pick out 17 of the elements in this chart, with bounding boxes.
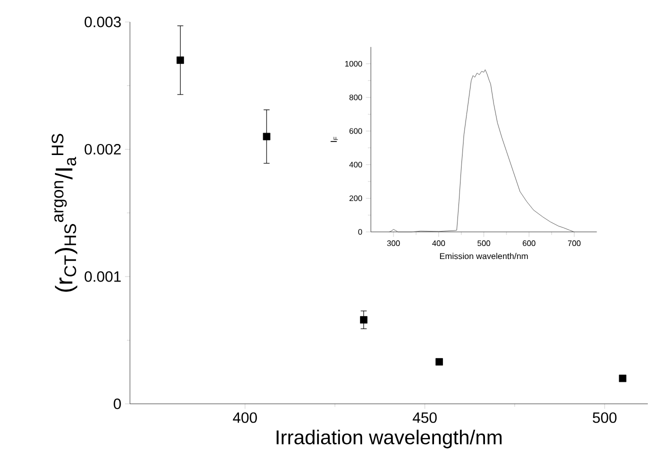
y-tick-label: 0.003 (84, 16, 121, 28)
point (262, 132, 270, 140)
x-tick-label: 400 (232, 412, 257, 423)
point (176, 56, 184, 64)
x-axis-title: Irradiation wavelength/nm (276, 430, 502, 448)
line-series (388, 69, 574, 232)
point (360, 316, 368, 324)
y-axis-title: (r$_{CT}$)$_{HS}$$^{argon}$/I$_{a}$HS (52, 134, 78, 292)
y-tick-label: 0.001 (84, 271, 121, 282)
y-axis-title: I$_{F}$ (330, 136, 338, 142)
y-tick-label: 0 (114, 398, 121, 410)
x-tick-label: 450 (412, 412, 437, 423)
x-tick-label: 500 (592, 412, 617, 423)
point (618, 374, 626, 382)
y-tick-label: 0.002 (84, 144, 121, 155)
point (436, 358, 443, 366)
x-axis-title: Emission wavelenth/nm (440, 252, 528, 260)
